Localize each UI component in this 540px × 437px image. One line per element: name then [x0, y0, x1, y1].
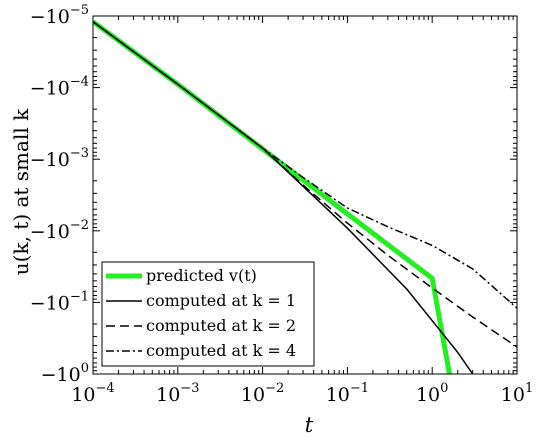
curve-layer — [93, 19, 517, 374]
legend: predicted v(t) computed at k = 1 computed … — [101, 261, 315, 367]
x-tick-label: 100 — [416, 381, 448, 406]
legend-box — [101, 261, 315, 367]
x-tick-label: 10−1 — [326, 381, 369, 406]
x-axis-label: t — [305, 413, 314, 437]
tick-layer — [92, 15, 518, 375]
plot-frame — [92, 15, 518, 375]
legend-label: computed at k = 1 — [146, 291, 296, 310]
y-tick-labels: −10−5 −10−4 −10−3 −10−2 −10−1 −100 — [30, 3, 89, 386]
legend-label: computed at k = 4 — [146, 341, 296, 360]
x-tick-label: 10−2 — [241, 381, 284, 406]
x-tick-label: 10−4 — [71, 381, 114, 406]
x-tick-label: 10−3 — [156, 381, 199, 406]
y-tick-label: −10−2 — [30, 218, 89, 243]
y-tick-label: −10−4 — [30, 75, 89, 100]
y-tick-label: −10−5 — [30, 3, 89, 28]
y-tick-label: −100 — [41, 361, 89, 386]
x-tick-label: 101 — [501, 381, 533, 406]
y-tick-label: −10−1 — [30, 289, 89, 314]
y-axis-label: u(k, t) at small k — [9, 108, 33, 275]
legend-label: computed at k = 2 — [146, 316, 296, 335]
series-line-4 — [93, 21, 517, 309]
legend-label: predicted v(t) — [146, 266, 257, 285]
x-tick-labels: 10−4 10−3 10−2 10−1 100 101 — [71, 381, 533, 406]
y-tick-label: −10−3 — [30, 146, 89, 171]
